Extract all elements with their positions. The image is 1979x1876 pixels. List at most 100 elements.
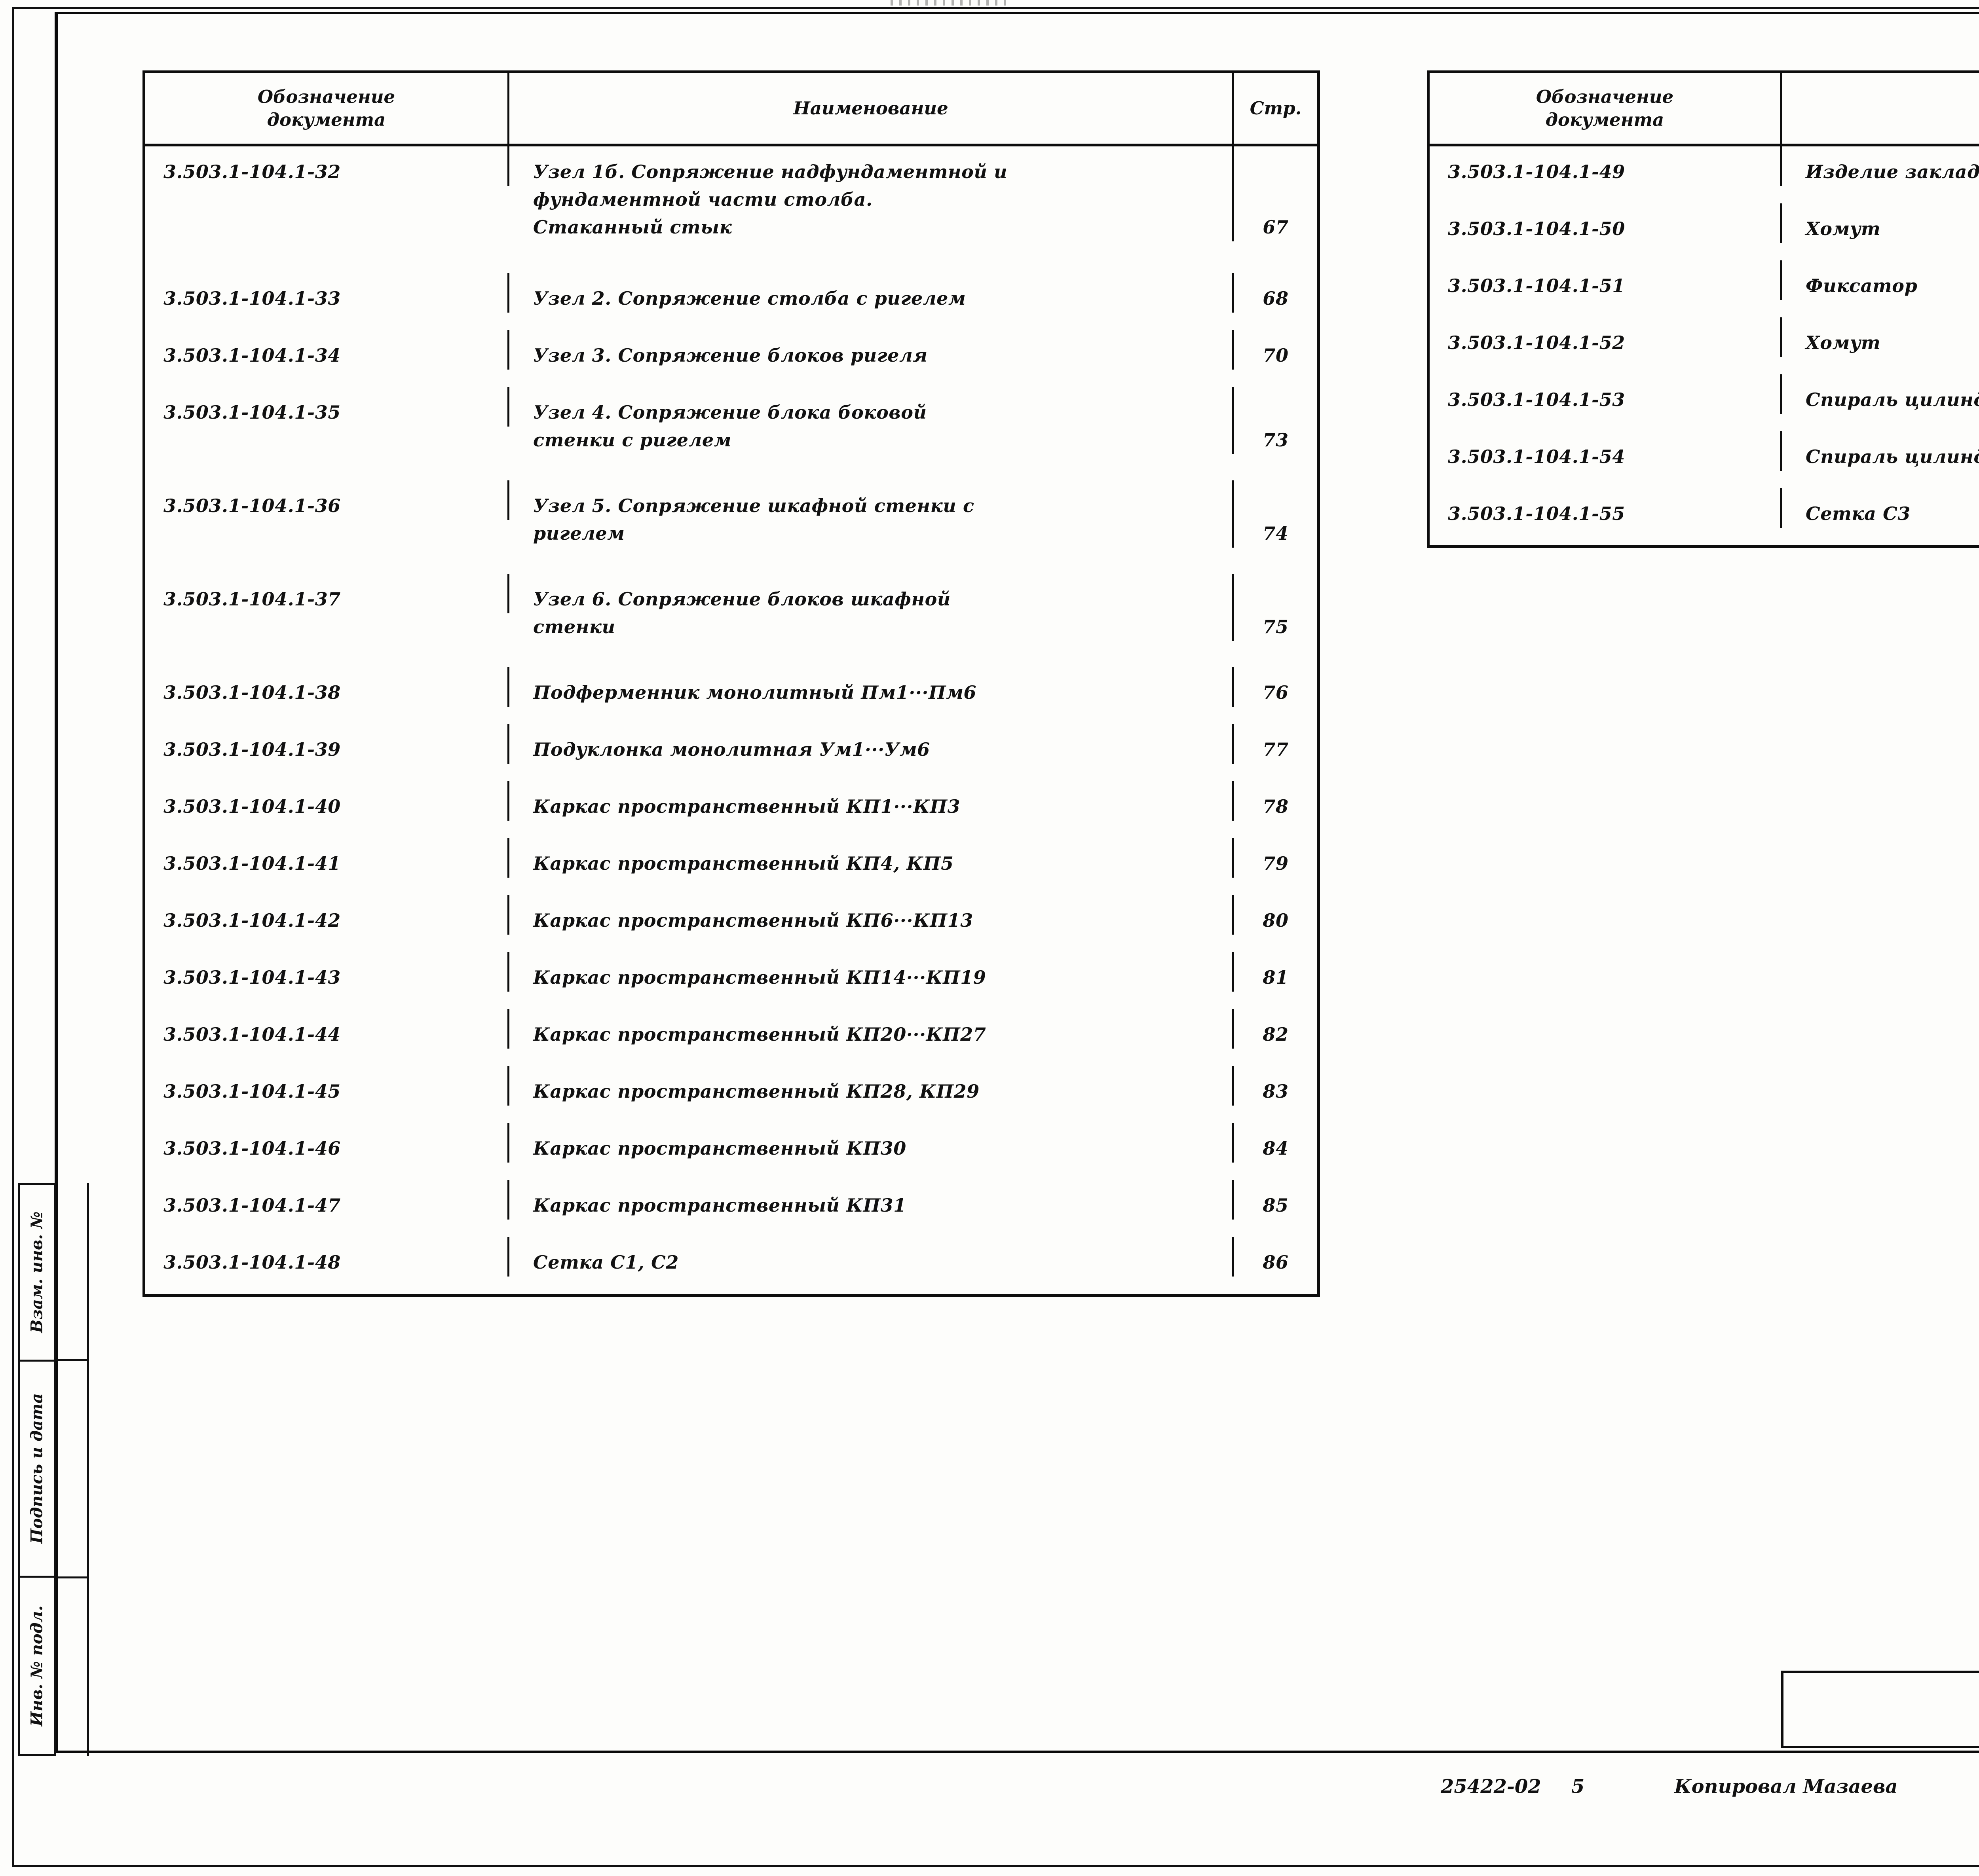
cell-document-name: Фиксатор xyxy=(1782,260,1979,300)
cell-document-designation: 3.503.1-104.1-54 xyxy=(1430,431,1782,471)
cell-document-designation: 3.503.1-104.1-48 xyxy=(145,1237,509,1277)
page-number-text: 83 xyxy=(1263,1081,1289,1102)
table-row: 3.503.1-104.1-48 Сетка С1, С2 86 xyxy=(145,1237,1317,1294)
footer-copied-by: Копировал Мазаева xyxy=(1674,1775,1898,1798)
stamp-cell-label: Подпись и дата xyxy=(27,1393,46,1544)
page-number-text: 82 xyxy=(1263,1024,1289,1045)
cell-document-name: Каркас пространственный КП14···КП19 xyxy=(509,952,1234,992)
cell-page-number: 70 xyxy=(1234,330,1317,370)
cell-page-number: 83 xyxy=(1234,1066,1317,1106)
table-row: 3.503.1-104.1-41 Каркас пространственный … xyxy=(145,838,1317,895)
page-number-text: 74 xyxy=(1263,523,1289,544)
document-designation-text: 3.503.1-104.1-48 xyxy=(163,1252,341,1273)
table-row: 3.503.1-104.1-45 Каркас пространственный … xyxy=(145,1066,1317,1123)
document-name-text: Подферменник монолитный Пм1···Пм6 xyxy=(533,682,977,703)
cell-document-designation: 3.503.1-104.1-51 xyxy=(1430,260,1782,300)
document-designation-text: 3.503.1-104.1-53 xyxy=(1448,389,1625,410)
stamp-cell-label: Инв. № подл. xyxy=(27,1605,46,1726)
document-name-text: Узел 2. Сопряжение столба с ригелем xyxy=(533,288,966,309)
cell-document-designation: 3.503.1-104.1-32 xyxy=(145,146,509,186)
cell-document-name: Хомут xyxy=(1782,203,1979,243)
document-designation-text: 3.503.1-104.1-39 xyxy=(163,739,341,760)
cell-document-name: Каркас пространственный КП1···КП3 xyxy=(509,781,1234,821)
cell-document-designation: 3.503.1-104.1-45 xyxy=(145,1066,509,1106)
document-designation-text: 3.503.1-104.1-44 xyxy=(163,1024,341,1045)
document-designation-text: 3.503.1-104.1-34 xyxy=(163,345,341,366)
table-row: 3.503.1-104.1-52Хомут89 xyxy=(1430,317,1979,374)
cell-document-name: Узел 3. Сопряжение блоков ригеля xyxy=(509,330,1234,370)
stamp-cell-label: Взам. инв. № xyxy=(27,1211,46,1333)
page-number-text: 79 xyxy=(1263,853,1289,874)
document-designation-text: 3.503.1-104.1-41 xyxy=(163,853,341,874)
cell-document-name: Каркас пространственный КП4, КП5 xyxy=(509,838,1234,878)
document-designation-text: 3.503.1-104.1-55 xyxy=(1448,503,1625,524)
table-body-right: 3.503.1-104.1-49 Изделие закладное МН1, М… xyxy=(1430,146,1979,545)
cell-document-designation: 3.503.1-104.1-35 xyxy=(145,387,509,427)
cell-document-designation: 3.503.1-104.1-44 xyxy=(145,1009,509,1049)
stamp-cell-1: Взам. инв. № xyxy=(20,1185,54,1362)
cell-page-number: 78 xyxy=(1234,781,1317,821)
document-designation-text: 3.503.1-104.1-52 xyxy=(1448,332,1625,353)
cell-document-designation: 3.503.1-104.1-37 xyxy=(145,574,509,613)
document-designation-text: 3.503.1-104.1-33 xyxy=(163,288,341,309)
sheet-footer: 25422-02 5 Копировал Мазаева Формат А3 xyxy=(1441,1769,1979,1804)
cell-page-number: 81 xyxy=(1234,952,1317,992)
document-designation-text: 3.503.1-104.1-46 xyxy=(163,1138,341,1159)
document-name-text: Каркас пространственный КП30 xyxy=(533,1138,906,1159)
table-row: 3.503.1-104.1-49 Изделие закладное МН1, М… xyxy=(1430,146,1979,203)
cell-document-name: Узел 4. Сопряжение блока боковой стенки … xyxy=(509,387,1234,454)
document-name-text: Сетка С1, С2 xyxy=(533,1252,679,1273)
table-row: 3.503.1-104.1-46 Каркас пространственный … xyxy=(145,1123,1317,1180)
document-name-text: Фиксатор xyxy=(1806,275,1918,296)
table-row: 3.503.1-104.1-39 Подуклонка монолитная Ум… xyxy=(145,724,1317,781)
document-designation-text: 3.503.1-104.1-38 xyxy=(163,682,341,703)
cell-document-designation: 3.503.1-104.1-40 xyxy=(145,781,509,821)
cell-document-designation: 3.503.1-104.1-38 xyxy=(145,667,509,707)
document-designation-text: 3.503.1-104.1-50 xyxy=(1448,218,1625,239)
stamp-cell-2: Подпись и дата xyxy=(20,1362,54,1578)
document-designation-text: 3.503.1-104.1-54 xyxy=(1448,446,1625,467)
document-designation-text: 3.503.1-104.1-36 xyxy=(163,495,341,516)
cell-document-designation: 3.503.1-104.1-47 xyxy=(145,1180,509,1220)
table-row: 3.503.1-104.1-38 Подферменник монолитный … xyxy=(145,667,1317,724)
document-name-text: Сетка С3 xyxy=(1806,503,1911,524)
page-number-text: 68 xyxy=(1263,288,1289,309)
cell-document-name: Узел 1б. Сопряжение надфундаментной и фу… xyxy=(509,146,1234,241)
header-name-label: Наименование xyxy=(793,98,948,119)
header-cell-name: Наименование xyxy=(1782,73,1979,144)
cell-document-designation: 3.503.1-104.1-43 xyxy=(145,952,509,992)
table-row: 3.503.1-104.1-44 Каркас пространственный … xyxy=(145,1009,1317,1066)
cell-document-name: Узел 6. Сопряжение блоков шкафной стенки xyxy=(509,574,1234,641)
table-row: 3.503.1-104.1-36 Узел 5. Сопряжение шкафн… xyxy=(145,480,1317,574)
document-name-text: Каркас пространственный КП31 xyxy=(533,1195,906,1216)
cell-document-name: Изделие закладное МН1, МН2 xyxy=(1782,146,1979,186)
header-doc-line2: документа xyxy=(267,109,386,130)
cell-document-designation: 3.503.1-104.1-53 xyxy=(1430,374,1782,414)
cell-document-designation: 3.503.1-104.1-41 xyxy=(145,838,509,878)
document-name-text: Каркас пространственный КП1···КП3 xyxy=(533,796,961,817)
document-name-text: Хомут xyxy=(1806,332,1881,353)
cell-document-designation: 3.503.1-104.1-36 xyxy=(145,480,509,520)
document-name-text: Узел 4. Сопряжение блока боковой стенки … xyxy=(533,402,927,451)
table-row: 3.503.1-104.1-40 Каркас пространственный … xyxy=(145,781,1317,838)
cell-page-number: 85 xyxy=(1234,1180,1317,1220)
cell-document-name: Подуклонка монолитная Ум1···Ум6 xyxy=(509,724,1234,764)
page-number-text: 78 xyxy=(1263,796,1289,817)
index-table-left: Обозначение документа Наименование Стр. … xyxy=(142,70,1320,1297)
title-block: 3.503.1-104.1 Лист 3 xyxy=(1781,1671,1979,1748)
cell-document-designation: 3.503.1-104.1-46 xyxy=(145,1123,509,1163)
document-designation-text: 3.503.1-104.1-37 xyxy=(163,588,341,610)
page-number-text: 73 xyxy=(1263,429,1289,451)
document-name-text: Узел 6. Сопряжение блоков шкафной стенки xyxy=(533,588,951,637)
title-block-designation: 3.503.1-104.1 xyxy=(1783,1673,1979,1746)
cell-document-name: Спираль цилиндрическая СП8···СП15 xyxy=(1782,431,1979,471)
page-number-text: 86 xyxy=(1263,1252,1289,1273)
table-row: 3.503.1-104.1-50Хомут88 xyxy=(1430,203,1979,260)
document-name-text: Узел 1б. Сопряжение надфундаментной и фу… xyxy=(533,161,1008,238)
header-cell-name: Наименование xyxy=(509,73,1234,144)
table-body-left: 3.503.1-104.1-32 Узел 1б. Сопряжение надф… xyxy=(145,146,1317,1294)
cell-page-number: 74 xyxy=(1234,480,1317,548)
cell-document-name: Каркас пространственный КП20···КП27 xyxy=(509,1009,1234,1049)
page-number-text: 75 xyxy=(1263,616,1289,637)
document-name-text: Спираль цилиндрическая СП8···СП15 xyxy=(1806,446,1979,467)
